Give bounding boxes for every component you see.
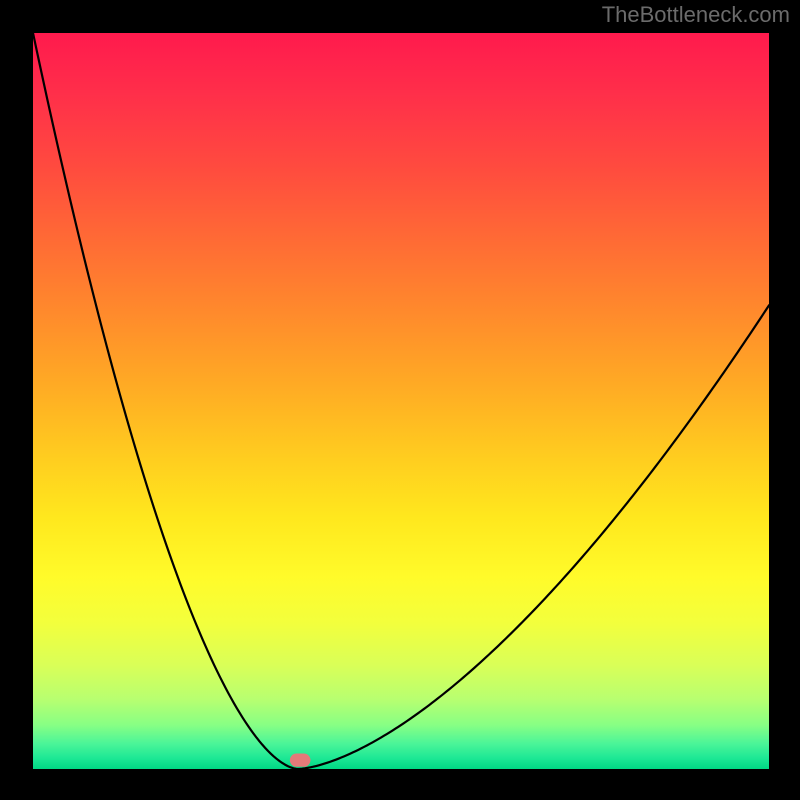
plot-svg — [33, 33, 769, 769]
bottleneck-plot — [33, 33, 769, 769]
gradient-background — [33, 33, 769, 769]
chart-container: TheBottleneck.com — [0, 0, 800, 800]
watermark-text: TheBottleneck.com — [602, 2, 790, 28]
minimum-marker — [290, 754, 311, 767]
